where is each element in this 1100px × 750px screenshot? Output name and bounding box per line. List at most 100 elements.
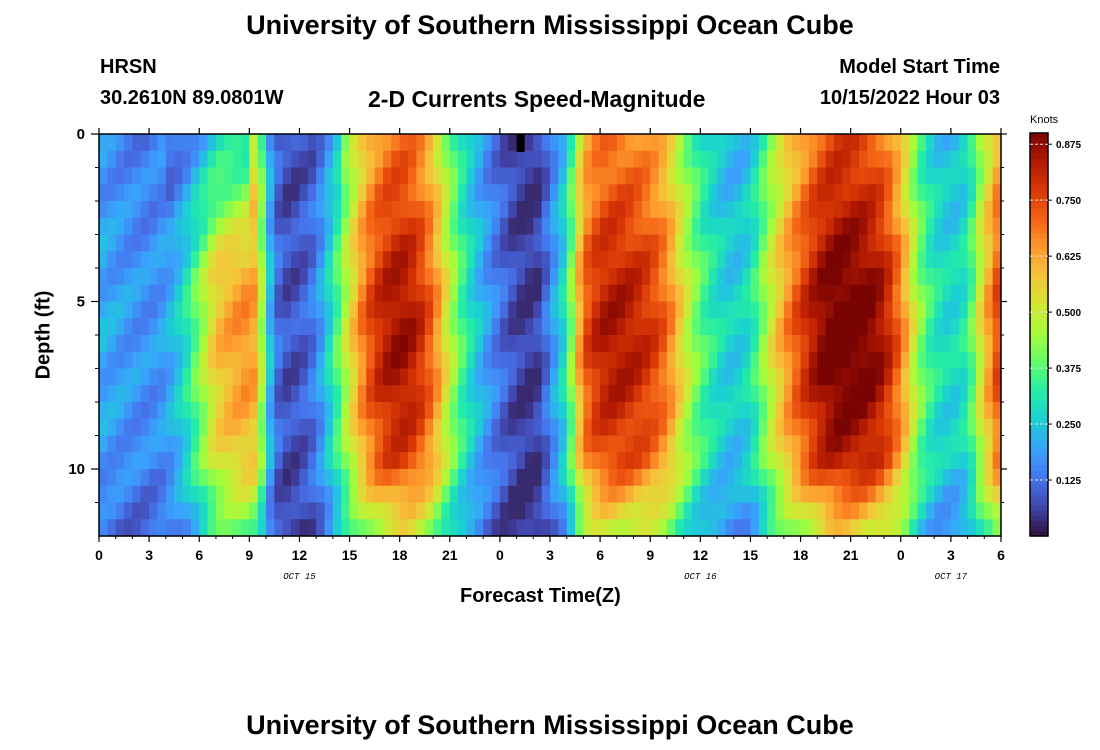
heatmap-cell: [140, 251, 150, 269]
heatmap-cell: [157, 385, 167, 403]
heatmap-cell: [174, 435, 184, 453]
heatmap-cell: [767, 134, 777, 152]
heatmap-cell: [441, 318, 451, 336]
heatmap-cell: [750, 134, 760, 152]
colorbar-segment: [1030, 389, 1048, 396]
heatmap-cell: [349, 452, 359, 470]
heatmap-cell: [115, 217, 125, 236]
heatmap-cell: [850, 469, 860, 487]
heatmap-cell: [625, 502, 635, 520]
heatmap-cell: [833, 368, 843, 386]
heatmap-cell: [224, 335, 234, 353]
heatmap-cell: [399, 301, 409, 319]
heatmap-cell: [900, 452, 910, 470]
heatmap-cell: [199, 502, 209, 520]
heatmap-cell: [499, 318, 509, 336]
heatmap-cell: [524, 134, 534, 152]
heatmap-cell: [174, 184, 184, 202]
heatmap-cell: [808, 402, 818, 420]
heatmap-cell: [925, 284, 935, 303]
heatmap-cell: [516, 201, 526, 219]
heatmap-cell: [249, 268, 259, 286]
heatmap-cell: [783, 502, 793, 520]
heatmap-cell: [99, 201, 108, 219]
heatmap-cell: [441, 150, 451, 169]
heatmap-cell: [792, 134, 802, 152]
heatmap-cell: [366, 435, 376, 453]
heatmap-cell: [124, 318, 134, 336]
heatmap-cell: [508, 150, 518, 169]
heatmap-cell: [408, 201, 417, 219]
heatmap-cell: [190, 167, 200, 185]
heatmap-cell: [675, 485, 685, 504]
heatmap-cell: [633, 234, 643, 252]
heatmap-cell: [833, 469, 843, 487]
heatmap-cell: [199, 469, 209, 487]
heatmap-cell: [391, 519, 401, 537]
heatmap-cell: [942, 150, 952, 169]
heatmap-cell: [658, 284, 668, 303]
heatmap-cell: [408, 469, 417, 487]
heatmap-cell: [140, 485, 150, 504]
heatmap-cell: [733, 167, 743, 185]
heatmap-cell: [124, 301, 134, 319]
heatmap-cell: [817, 167, 827, 185]
heatmap-cell: [483, 134, 493, 152]
heatmap-cell: [441, 452, 451, 470]
heatmap-cell: [900, 402, 910, 420]
heatmap-cell: [558, 368, 568, 386]
heatmap-cell: [307, 452, 317, 470]
heatmap-cell: [257, 435, 267, 453]
heatmap-cell: [157, 184, 167, 202]
heatmap-cell: [140, 184, 150, 202]
heatmap-cell: [783, 469, 793, 487]
heatmap-cell: [190, 485, 200, 504]
heatmap-cell: [433, 485, 443, 504]
heatmap-cell: [541, 385, 551, 403]
heatmap-cell: [291, 335, 301, 353]
heatmap-cell: [466, 268, 476, 286]
heatmap-cell: [550, 201, 559, 219]
heatmap-cell: [800, 368, 810, 386]
heatmap-cell: [324, 519, 334, 537]
heatmap-cell: [725, 251, 735, 269]
heatmap-cell: [483, 418, 493, 437]
colorbar-segment: [1030, 339, 1048, 346]
heatmap-cell: [708, 402, 718, 420]
heatmap-cell: [825, 268, 835, 286]
heatmap-cell: [909, 418, 919, 437]
heatmap-cell: [641, 184, 651, 202]
heatmap-cell: [299, 519, 309, 537]
heatmap-cell: [516, 150, 526, 169]
heatmap-cell: [165, 335, 175, 353]
heatmap-cell: [249, 335, 259, 353]
heatmap-cell: [299, 251, 309, 269]
heatmap-cell: [399, 268, 409, 286]
heatmap-cell: [508, 485, 518, 504]
heatmap-cell: [708, 301, 718, 319]
heatmap-cell: [850, 301, 860, 319]
heatmap-cell: [758, 452, 768, 470]
heatmap-cell: [291, 351, 301, 370]
heatmap-cell: [825, 469, 835, 487]
heatmap-cell: [307, 335, 317, 353]
heatmap-cell: [257, 351, 267, 370]
heatmap-cell: [332, 301, 342, 319]
heatmap-cell: [666, 469, 676, 487]
heatmap-cell: [215, 167, 225, 185]
heatmap-cell: [99, 184, 108, 202]
heatmap-cell: [124, 351, 134, 370]
heatmap-cell: [349, 201, 359, 219]
heatmap-cell: [975, 519, 985, 537]
heatmap-cell: [775, 284, 785, 303]
heatmap-cell: [683, 167, 693, 185]
heatmap-cell: [149, 402, 159, 420]
heatmap-cell: [575, 251, 585, 269]
heatmap-cell: [842, 368, 852, 386]
heatmap-cell: [224, 519, 234, 537]
heatmap-cell: [332, 167, 342, 185]
heatmap-cell: [382, 485, 392, 504]
heatmap-cell: [165, 435, 175, 453]
heatmap-cell: [199, 519, 209, 537]
heatmap-cell: [975, 502, 985, 520]
